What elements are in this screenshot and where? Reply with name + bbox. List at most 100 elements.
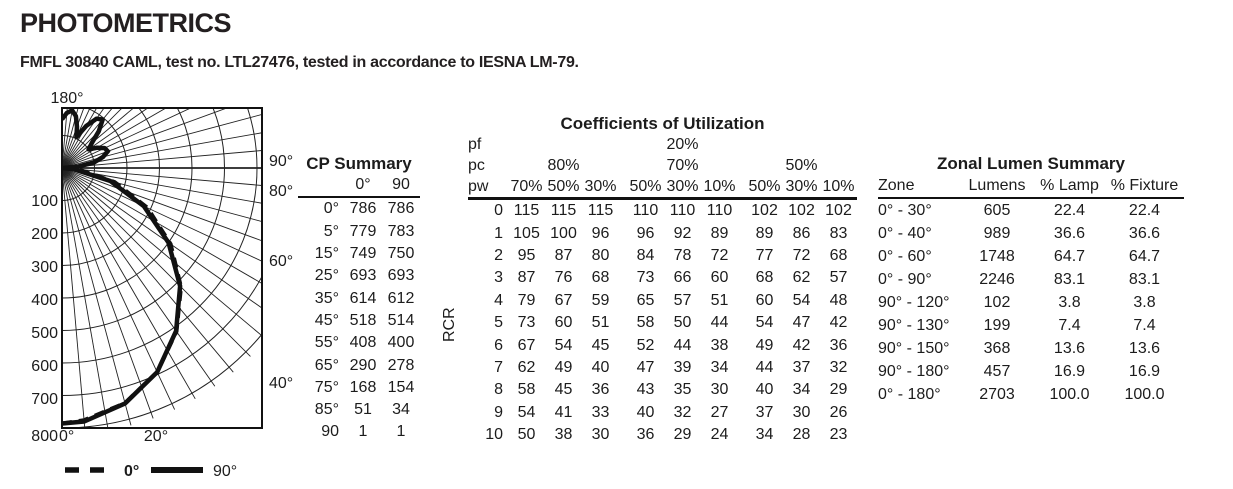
- cou-value: 38: [710, 336, 729, 354]
- cou-value: 51: [591, 314, 610, 332]
- legend-label-0deg: 0°: [124, 463, 139, 480]
- zonal-body: 0° - 30° 605 22.4 22.4 0° - 40° 989 36.6 36.6 0°…: [878, 199, 1184, 407]
- cou-value: 38: [554, 426, 573, 444]
- cp-value-90: 1: [396, 423, 406, 441]
- zone-range: 0° - 30°: [878, 201, 932, 219]
- cp-value-90: 612: [387, 289, 415, 307]
- cp-value-0: 786: [349, 200, 377, 218]
- zonal-col-lumens: Lumens: [968, 176, 1026, 194]
- cou-pc-row: pc 80% 70% 50%: [468, 155, 857, 176]
- pw-label: pw: [468, 177, 489, 195]
- table-row: 75° 168 154: [298, 377, 420, 399]
- cp-value-90: 783: [387, 222, 415, 240]
- cou-value: 36: [591, 381, 610, 399]
- zone-pct-lamp: 36.6: [1053, 224, 1086, 242]
- zone-pct-fixture: 36.6: [1128, 224, 1161, 242]
- pw-value: 30%: [785, 177, 818, 195]
- cou-value: 110: [669, 202, 696, 220]
- zone-lumens: 2246: [979, 270, 1015, 288]
- pc-value-50: 50%: [785, 156, 818, 174]
- rcr-value: 3: [494, 269, 503, 287]
- coefficients-of-utilization-table: Coefficients of Utilization pf 20% pc 80…: [468, 114, 857, 446]
- zone-pct-lamp: 100.0: [1049, 386, 1090, 404]
- cp-col-90deg: 90: [392, 176, 410, 194]
- angle-label-0: 0°: [59, 428, 74, 445]
- cou-value: 43: [636, 381, 655, 399]
- zone-pct-fixture: 22.4: [1128, 201, 1161, 219]
- cou-value: 72: [710, 246, 729, 264]
- cp-value-0: 51: [354, 401, 372, 419]
- cou-value: 44: [710, 314, 729, 332]
- cp-value-0: 408: [349, 334, 377, 352]
- zone-pct-fixture: 100.0: [1124, 386, 1165, 404]
- cou-value: 30: [710, 381, 729, 399]
- cp-value-90: 278: [387, 356, 415, 374]
- cp-summary-header: 0° 90: [298, 174, 420, 199]
- cou-value: 28: [792, 426, 811, 444]
- table-row: 45° 518 514: [298, 310, 420, 332]
- cou-value: 59: [591, 291, 610, 309]
- test-description: FMFL 30840 CAML, test no. LTL27476, test…: [20, 54, 579, 71]
- cou-value: 79: [517, 291, 536, 309]
- cou-value: 47: [636, 358, 655, 376]
- candela-tick-label: 700: [31, 391, 58, 408]
- cou-value: 84: [636, 246, 655, 264]
- zonal-col-zone: Zone: [878, 176, 915, 194]
- pw-value: 70%: [510, 177, 543, 195]
- pw-value: 30%: [584, 177, 617, 195]
- cp-value-90: 786: [387, 200, 415, 218]
- table-row: 4 79 67 59 65 57 51 60 54 48: [468, 290, 857, 312]
- rcr-value: 7: [494, 358, 503, 376]
- cp-value-0: 518: [349, 311, 377, 329]
- pw-value: 30%: [666, 177, 699, 195]
- cou-body: 0 115 115 115 110 110 110 102 102 102 1 105 100 96 96 9…: [468, 200, 857, 446]
- cp-angle: 45°: [314, 311, 339, 329]
- candela-tick-label: 800: [31, 428, 58, 445]
- table-row: 65° 290 278: [298, 354, 420, 376]
- zone-pct-fixture: 7.4: [1133, 317, 1156, 335]
- zone-pct-lamp: 16.9: [1053, 363, 1086, 381]
- candela-tick-label: 200: [31, 226, 58, 243]
- cou-value: 47: [792, 314, 811, 332]
- zonal-header: Zone Lumens % Lamp % Fixture: [878, 174, 1184, 200]
- table-row: 8 58 45 36 43 35 30 40 34 29: [468, 379, 857, 401]
- cp-value-0: 1: [358, 423, 368, 441]
- pw-value: 50%: [629, 177, 662, 195]
- zone-pct-fixture: 3.8: [1133, 294, 1156, 312]
- cou-value: 83: [829, 224, 848, 242]
- table-row: 5 73 60 51 58 50 44 54 47 42: [468, 312, 857, 334]
- table-row: 0° - 90° 2246 83.1 83.1: [878, 268, 1184, 291]
- candela-tick-label: 400: [31, 292, 58, 309]
- pc-value-80: 80%: [547, 156, 580, 174]
- cou-value: 40: [636, 403, 655, 421]
- candela-tick-label: 100: [31, 193, 58, 210]
- cou-value: 50: [517, 426, 536, 444]
- zone-pct-lamp: 64.7: [1053, 247, 1086, 265]
- zonal-col-lamp: % Lamp: [1040, 176, 1099, 194]
- cou-value: 67: [554, 291, 573, 309]
- cp-angle: 25°: [314, 267, 339, 285]
- cou-value: 68: [829, 246, 848, 264]
- cou-value: 100: [550, 224, 577, 242]
- cou-value: 52: [636, 336, 655, 354]
- cou-value: 36: [829, 336, 848, 354]
- zone-pct-lamp: 22.4: [1053, 201, 1086, 219]
- rcr-value: 4: [494, 291, 503, 309]
- cou-value: 34: [755, 426, 774, 444]
- legend-label-90deg: 90°: [213, 463, 237, 480]
- table-row: 7 62 49 40 47 39 34 44 37 32: [468, 357, 857, 379]
- cou-value: 105: [513, 224, 540, 242]
- cp-angle: 75°: [314, 378, 339, 396]
- rcr-value: 9: [494, 403, 503, 421]
- cou-value: 39: [673, 358, 692, 376]
- cou-value: 60: [554, 314, 573, 332]
- cou-value: 110: [632, 202, 659, 220]
- candela-tick-label: 500: [31, 325, 58, 342]
- zonal-lumen-summary-table: Zonal Lumen Summary Zone Lumens % Lamp %…: [878, 154, 1184, 407]
- cou-value: 34: [792, 381, 811, 399]
- cou-value: 57: [673, 291, 692, 309]
- cou-pw-row: pw 70% 50% 30% 50% 30% 10% 50% 30% 10%: [468, 176, 857, 200]
- cou-value: 60: [755, 291, 774, 309]
- cou-value: 32: [829, 358, 848, 376]
- cou-title: Coefficients of Utilization: [560, 114, 765, 133]
